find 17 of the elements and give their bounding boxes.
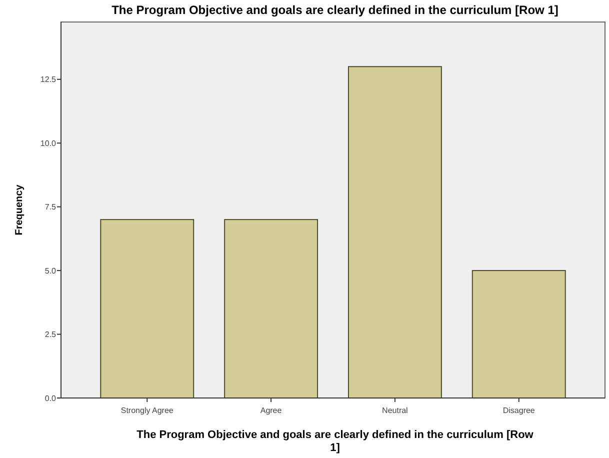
bar [348,66,442,398]
chart-title: The Program Objective and goals are clearly defined in the curriculum [Row 1] [112,3,558,17]
x-tick-label: Agree [260,406,282,415]
y-tick-label: 12.5 [40,75,57,84]
y-tick-label: 0.0 [44,394,57,403]
y-tick-label: 5.0 [44,266,57,276]
x-axis-title: The Program Objective and goals are clearly defined in the curriculum [Row 1] [136,429,534,454]
y-axis-title: Frequency [14,184,25,236]
bar [472,270,566,398]
x-tick-label: Neutral [382,406,408,415]
y-tick-label: 7.5 [44,202,57,212]
y-tick-label: 10.0 [40,138,57,148]
bar [224,219,318,398]
bar [100,219,194,398]
y-tick-label: 2.5 [44,330,57,340]
x-tick-label: Disagree [502,406,536,415]
x-tick-label: Strongly Agree [120,406,174,415]
